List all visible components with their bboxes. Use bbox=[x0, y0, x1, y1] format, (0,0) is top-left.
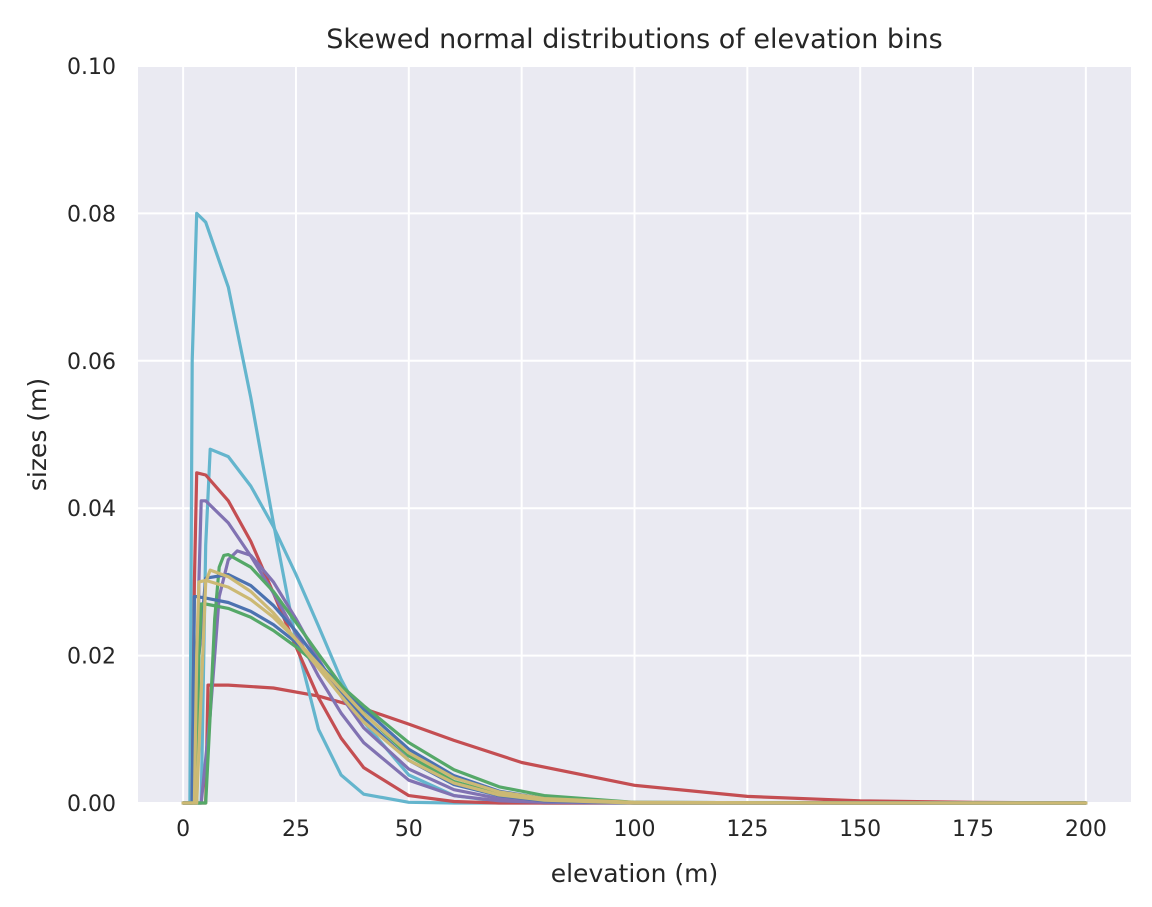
x-tick-labels: 0 25 50 75 100 125 150 175 200 bbox=[176, 817, 1107, 842]
y-tick-label: 0.08 bbox=[67, 202, 116, 227]
x-tick-label: 100 bbox=[614, 817, 656, 842]
y-tick-label: 0.02 bbox=[67, 645, 116, 670]
series-line-12 bbox=[181, 578, 1088, 805]
chart-title: Skewed normal distributions of elevation… bbox=[326, 24, 943, 55]
y-tick-label: 0.06 bbox=[67, 350, 116, 375]
x-tick-label: 175 bbox=[952, 817, 994, 842]
x-tick-label: 75 bbox=[508, 817, 536, 842]
y-tick-label: 0.04 bbox=[67, 497, 116, 522]
y-tick-label: 0.00 bbox=[67, 792, 116, 817]
x-tick-label: 50 bbox=[395, 817, 423, 842]
x-tick-label: 0 bbox=[176, 817, 190, 842]
series-line-1 bbox=[181, 683, 1088, 805]
x-tick-label: 25 bbox=[282, 817, 310, 842]
x-tick-label: 125 bbox=[726, 817, 768, 842]
x-tick-label: 200 bbox=[1065, 817, 1107, 842]
series-lines bbox=[181, 211, 1088, 805]
y-tick-label: 0.10 bbox=[67, 55, 116, 80]
y-axis-label: sizes (m) bbox=[23, 378, 52, 491]
y-tick-labels: 0.00 0.02 0.04 0.06 0.08 0.10 bbox=[67, 55, 116, 817]
x-tick-label: 150 bbox=[839, 817, 881, 842]
x-axis-label: elevation (m) bbox=[551, 859, 719, 888]
